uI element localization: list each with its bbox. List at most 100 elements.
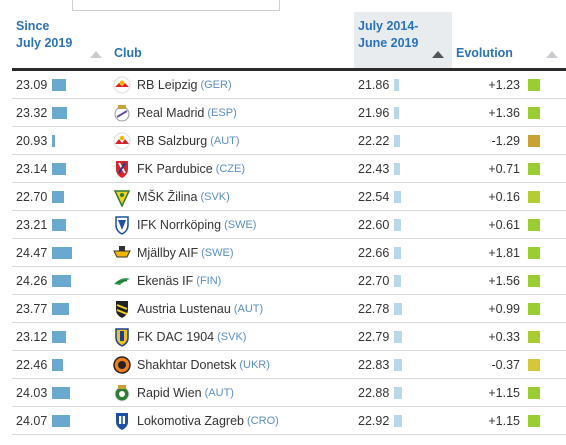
sort-arrow-icon[interactable] — [90, 51, 102, 58]
evolution-value: +0.16 — [456, 190, 520, 204]
table-row[interactable]: 23.14 FK Pardubice(CZE) 22.43 +0.71 — [12, 155, 566, 183]
club-name-link[interactable]: Real Madrid — [137, 106, 204, 120]
club-name-link[interactable]: Mjällby AIF — [137, 246, 198, 260]
since-value: 24.03 — [16, 386, 52, 400]
table-row[interactable]: 22.46 Shakhtar Donetsk(UKR) 22.83 -0.37 — [12, 351, 566, 379]
period-bar — [394, 331, 402, 343]
table-row[interactable]: 20.93 RB Salzburg(AUT) 22.22 -1.29 — [12, 127, 566, 155]
since-bar — [52, 107, 67, 119]
club-name-link[interactable]: Rapid Wien — [137, 386, 202, 400]
period-bar — [394, 387, 402, 399]
club-cell[interactable]: Ekenäs IF(FIN) — [110, 267, 354, 295]
club-cell[interactable]: Rapid Wien(AUT) — [110, 379, 354, 407]
club-cell[interactable]: RB Leipzig(GER) — [110, 70, 354, 99]
table-body: 23.09 RB Leipzig(GER) 21.86 +1.23 23.32 … — [12, 70, 566, 445]
real-madrid-logo — [112, 103, 132, 123]
partial-row — [12, 435, 566, 445]
country-code: (SWE) — [224, 219, 256, 231]
since-cell: 23.14 — [12, 155, 110, 183]
since-value: 23.32 — [16, 106, 52, 120]
club-name-link[interactable]: IFK Norrköping — [137, 218, 221, 232]
club-cell[interactable]: MŠK Žilina(SVK) — [110, 183, 354, 211]
period-cell: 22.70 — [354, 267, 452, 295]
country-code: (CRO) — [247, 415, 279, 427]
since-cell: 23.77 — [12, 295, 110, 323]
table-row[interactable]: 23.12 FK DAC 1904(SVK) 22.79 +0.33 — [12, 323, 566, 351]
period-header-line-1: July 2014- — [358, 16, 448, 36]
period-column-header[interactable]: July 2014- June 2019 — [354, 12, 452, 70]
evolution-value: +0.99 — [456, 302, 520, 316]
evolution-cell: -1.29 — [452, 127, 566, 155]
since-value: 23.77 — [16, 302, 52, 316]
club-column-header[interactable]: Club — [110, 12, 354, 70]
fk-dac-1904-logo — [112, 327, 132, 347]
evolution-indicator — [528, 275, 540, 287]
since-cell: 22.46 — [12, 351, 110, 379]
club-name-link[interactable]: FK DAC 1904 — [137, 330, 214, 344]
since-header-line-1: Since — [16, 16, 106, 36]
club-name-link[interactable]: Lokomotiva Zagreb — [137, 414, 244, 428]
club-cell[interactable]: Mjällby AIF(SWE) — [110, 239, 354, 267]
table-row[interactable]: 24.03 Rapid Wien(AUT) 22.88 +1.15 — [12, 379, 566, 407]
club-name-link[interactable]: Shakhtar Donetsk — [137, 358, 236, 372]
sort-arrow-icon[interactable] — [546, 51, 558, 58]
period-bar — [394, 163, 400, 175]
period-header-line-2: June 2019 — [358, 36, 418, 50]
club-cell[interactable]: Real Madrid(ESP) — [110, 99, 354, 127]
evolution-indicator — [528, 219, 540, 231]
club-cell[interactable]: RB Salzburg(AUT) — [110, 127, 354, 155]
evolution-cell: +1.36 — [452, 99, 566, 127]
evolution-column-header[interactable]: Evolution — [452, 12, 566, 70]
period-bar — [394, 107, 399, 119]
period-value: 22.70 — [358, 274, 394, 288]
ifk-norrkoping-logo — [112, 215, 132, 235]
table-row[interactable]: 23.09 RB Leipzig(GER) 21.86 +1.23 — [12, 70, 566, 99]
since-bar — [52, 247, 72, 259]
since-bar — [52, 79, 66, 91]
since-cell: 24.07 — [12, 407, 110, 435]
club-name-link[interactable]: Austria Lustenau — [137, 302, 231, 316]
period-cell: 22.60 — [354, 211, 452, 239]
club-name-link[interactable]: RB Leipzig — [137, 78, 197, 92]
partial-cell — [110, 435, 354, 445]
club-name-link[interactable]: RB Salzburg — [137, 134, 207, 148]
evolution-value: +1.23 — [456, 78, 520, 92]
evolution-value: +1.81 — [456, 246, 520, 260]
club-cell[interactable]: IFK Norrköping(SWE) — [110, 211, 354, 239]
club-cell[interactable]: FK Pardubice(CZE) — [110, 155, 354, 183]
table-row[interactable]: 23.77 Austria Lustenau(AUT) 22.78 +0.99 — [12, 295, 566, 323]
evolution-indicator — [528, 415, 540, 427]
table-row[interactable]: 23.32 Real Madrid(ESP) 21.96 +1.36 — [12, 99, 566, 127]
country-code: (FIN) — [196, 275, 221, 287]
club-cell[interactable]: Austria Lustenau(AUT) — [110, 295, 354, 323]
country-code: (UKR) — [239, 359, 270, 371]
since-cell: 24.03 — [12, 379, 110, 407]
club-cell[interactable]: Lokomotiva Zagreb(CRO) — [110, 407, 354, 435]
period-bar — [394, 79, 399, 91]
evolution-indicator — [528, 163, 540, 175]
club-name-link[interactable]: MŠK Žilina — [137, 190, 197, 204]
period-value: 22.66 — [358, 246, 394, 260]
since-bar — [52, 387, 70, 399]
evolution-cell: +0.61 — [452, 211, 566, 239]
table-row[interactable]: 24.07 Lokomotiva Zagreb(CRO) 22.92 +1.15 — [12, 407, 566, 435]
evolution-cell: +0.16 — [452, 183, 566, 211]
table-row[interactable]: 22.70 MŠK Žilina(SVK) 22.54 +0.16 — [12, 183, 566, 211]
partial-cell — [354, 435, 452, 445]
table-row[interactable]: 24.47 Mjällby AIF(SWE) 22.66 +1.81 — [12, 239, 566, 267]
sort-arrow-icon[interactable] — [432, 51, 444, 58]
club-name-link[interactable]: FK Pardubice — [137, 162, 213, 176]
dropdown-box[interactable] — [72, 0, 280, 11]
period-cell: 22.43 — [354, 155, 452, 183]
evolution-cell: +1.23 — [452, 70, 566, 99]
club-cell[interactable]: Shakhtar Donetsk(UKR) — [110, 351, 354, 379]
club-cell[interactable]: FK DAC 1904(SVK) — [110, 323, 354, 351]
table-row[interactable]: 23.21 IFK Norrköping(SWE) 22.60 +0.61 — [12, 211, 566, 239]
since-value: 24.26 — [16, 274, 52, 288]
period-value: 22.78 — [358, 302, 394, 316]
club-name-link[interactable]: Ekenäs IF — [137, 274, 193, 288]
period-bar — [394, 247, 401, 259]
since-bar — [52, 303, 69, 315]
table-row[interactable]: 24.26 Ekenäs IF(FIN) 22.70 +1.56 — [12, 267, 566, 295]
since-column-header[interactable]: Since July 2019 — [12, 12, 110, 70]
